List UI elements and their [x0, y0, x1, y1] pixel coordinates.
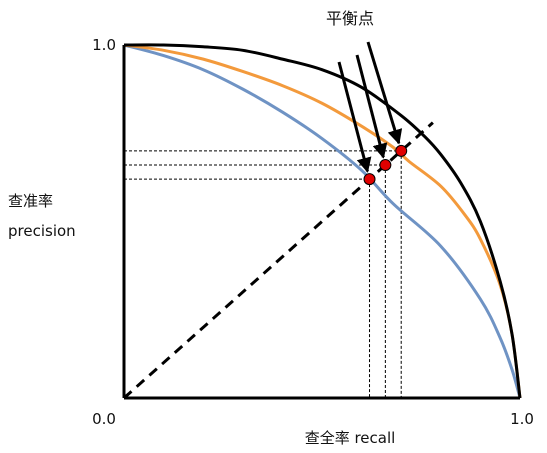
pr-curves: [123, 43, 522, 399]
break-even-point-2: [395, 144, 408, 157]
y-axis-label-en: precision: [8, 222, 76, 240]
curve-2: [123, 43, 522, 399]
break-even-points: [363, 144, 408, 186]
arrow-0: [337, 61, 372, 173]
break-even-annotation: 平衡点: [326, 9, 374, 28]
break-even-point-0: [363, 173, 376, 186]
annotation-arrows: [337, 41, 403, 173]
arrow-1: [355, 54, 388, 159]
break-even-guide-lines: [124, 150, 402, 398]
curve-0: [123, 43, 522, 399]
y-tick-top: 1.0: [92, 36, 116, 54]
y-axis-label-cn: 查准率: [8, 192, 53, 210]
x-tick-right: 1.0: [510, 410, 534, 428]
arrow-2: [366, 41, 403, 145]
curve-1: [123, 43, 522, 399]
origin-tick: 0.0: [92, 410, 116, 428]
x-axis-label: 查全率 recall: [305, 429, 396, 447]
axes: [122, 45, 520, 400]
break-even-point-1: [379, 159, 392, 172]
